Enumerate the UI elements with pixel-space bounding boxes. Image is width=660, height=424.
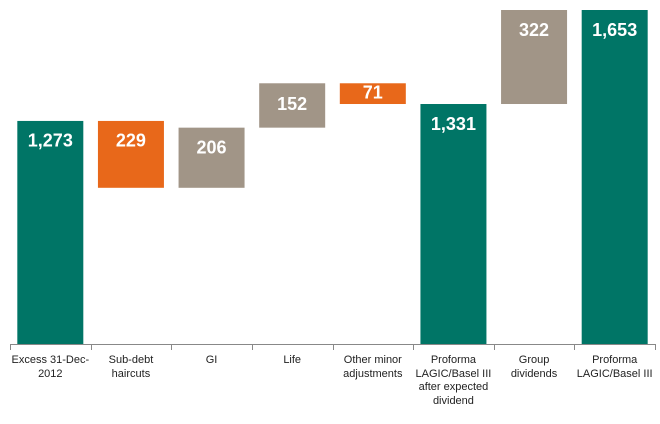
bar (259, 83, 326, 128)
value-label: 1,273 (28, 131, 73, 151)
value-label: 71 (363, 82, 383, 102)
bar (420, 104, 487, 344)
category-label: Proforma LAGIC/Basel III after expected … (415, 354, 492, 407)
value-label: 1,653 (592, 20, 637, 40)
category-label: Sub-debt haircuts (108, 354, 154, 380)
bar (17, 120, 84, 344)
value-label: 322 (519, 20, 549, 40)
value-label: 1,331 (431, 114, 476, 134)
category-label: GI (205, 354, 218, 366)
bar (581, 10, 648, 344)
bar (501, 10, 568, 105)
value-label: 206 (197, 137, 227, 157)
category-label: Group dividends (510, 354, 558, 380)
category-label: Life (283, 354, 302, 366)
category-label: Proforma LAGIC/Basel III (576, 354, 653, 380)
bar (339, 83, 406, 105)
value-label: 229 (116, 131, 146, 151)
bar (178, 127, 245, 188)
value-label: 152 (277, 94, 307, 114)
bar (97, 120, 164, 188)
category-label: Excess 31-Dec-2012 (11, 354, 90, 380)
category-label: Other minor adjustments (343, 354, 403, 380)
